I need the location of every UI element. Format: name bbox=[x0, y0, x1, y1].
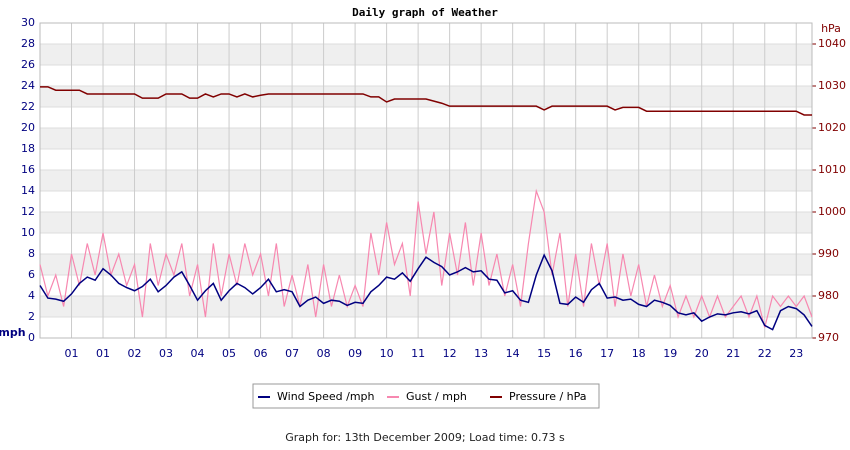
y-axis-label: mph bbox=[0, 326, 26, 339]
y-tick-label: 14 bbox=[21, 184, 35, 197]
chart-title: Daily graph of Weather bbox=[352, 6, 498, 19]
y-tick-label: 10 bbox=[21, 226, 35, 239]
x-tick-label: 14 bbox=[506, 347, 520, 360]
y-tick-label: 20 bbox=[21, 121, 35, 134]
y2-tick-label: 970 bbox=[818, 331, 839, 344]
grid-band bbox=[40, 44, 812, 65]
grid-band bbox=[40, 128, 812, 149]
x-tick-label: 20 bbox=[695, 347, 709, 360]
x-tick-label: 03 bbox=[159, 347, 173, 360]
y-tick-label: 8 bbox=[28, 247, 35, 260]
grid-band bbox=[40, 296, 812, 317]
x-tick-label: 08 bbox=[317, 347, 331, 360]
y-tick-label: 22 bbox=[21, 100, 35, 113]
x-tick-label: 22 bbox=[758, 347, 772, 360]
x-tick-label: 18 bbox=[632, 347, 646, 360]
y2-tick-label: 1030 bbox=[818, 79, 846, 92]
y-tick-label: 24 bbox=[21, 79, 35, 92]
y2-tick-label: 1000 bbox=[818, 205, 846, 218]
x-tick-label: 16 bbox=[569, 347, 583, 360]
grid-band bbox=[40, 86, 812, 107]
series-line bbox=[39, 253, 813, 331]
x-tick-label: 11 bbox=[411, 347, 425, 360]
x-tick-label: 23 bbox=[789, 347, 803, 360]
y2-tick-label: 1040 bbox=[818, 37, 846, 50]
x-tick-label: 07 bbox=[285, 347, 299, 360]
y-tick-label: 4 bbox=[28, 289, 35, 302]
x-tick-label: 06 bbox=[254, 347, 268, 360]
y2-tick-label: 1020 bbox=[818, 121, 846, 134]
x-tick-label: 05 bbox=[222, 347, 236, 360]
x-tick-label: 09 bbox=[348, 347, 362, 360]
legend-label: Wind Speed /mph bbox=[277, 390, 375, 403]
x-tick-label: 19 bbox=[663, 347, 677, 360]
footer: Graph for: 13th December 2009; Load time… bbox=[285, 431, 565, 444]
y-tick-label: 30 bbox=[21, 16, 35, 29]
series-line bbox=[40, 86, 812, 116]
y-tick-label: 18 bbox=[21, 142, 35, 155]
y-tick-label: 28 bbox=[21, 37, 35, 50]
y-tick-label: 6 bbox=[28, 268, 35, 281]
legend-label: Pressure / hPa bbox=[509, 390, 587, 403]
x-tick-label: 17 bbox=[600, 347, 614, 360]
legend-box bbox=[252, 383, 600, 409]
plot-border bbox=[39, 22, 813, 339]
y-tick-label: 26 bbox=[21, 58, 35, 71]
x-tick-label: 01 bbox=[96, 347, 110, 360]
grid-band bbox=[40, 212, 812, 233]
x-tick-label: 15 bbox=[537, 347, 551, 360]
x-tick-label: 21 bbox=[726, 347, 740, 360]
y2-tick-label: 980 bbox=[818, 289, 839, 302]
y2-tick-label: 990 bbox=[818, 247, 839, 260]
grid-band bbox=[40, 170, 812, 191]
x-tick-label: 13 bbox=[474, 347, 488, 360]
y-tick-label: 12 bbox=[21, 205, 35, 218]
x-tick-label: 04 bbox=[191, 347, 205, 360]
y2-tick-label: 1010 bbox=[818, 163, 846, 176]
x-tick-label: 12 bbox=[443, 347, 457, 360]
y-tick-label: 0 bbox=[28, 331, 35, 344]
series-line bbox=[39, 188, 813, 328]
y2-axis-label: hPa bbox=[821, 22, 841, 35]
x-tick-label: 02 bbox=[128, 347, 142, 360]
y-tick-label: 2 bbox=[28, 310, 35, 323]
x-tick-label: 01 bbox=[65, 347, 79, 360]
y-tick-label: 16 bbox=[21, 163, 35, 176]
x-tick-label: 10 bbox=[380, 347, 394, 360]
legend-label: Gust / mph bbox=[406, 390, 467, 403]
